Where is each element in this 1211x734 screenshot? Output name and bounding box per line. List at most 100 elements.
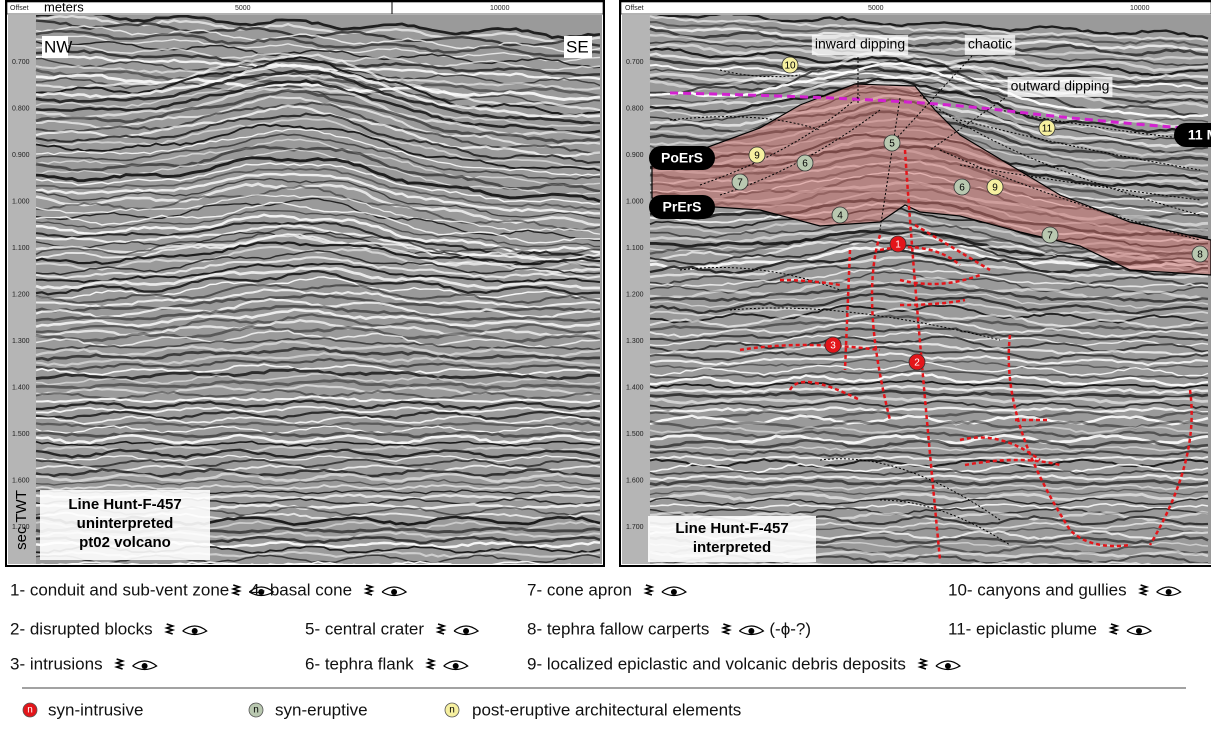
reflector — [35, 337, 601, 351]
category-label: syn-eruptive — [275, 700, 368, 719]
reflector — [649, 68, 1209, 94]
reflector — [35, 184, 601, 232]
eye-icon — [191, 628, 198, 634]
edge-strip — [622, 15, 650, 564]
caption-box — [40, 490, 210, 560]
reflector — [649, 56, 1209, 85]
reflector — [35, 318, 601, 338]
depth-tick: 0.900 — [12, 152, 30, 159]
reflector — [35, 133, 601, 180]
offset-strip — [6, 1, 604, 15]
marker-label: 2 — [914, 358, 920, 369]
reflector — [35, 25, 601, 53]
legend-item: 3- intrusions — [10, 654, 103, 673]
reflector — [649, 292, 1209, 315]
depth-tick: 1.200 — [12, 291, 30, 298]
depth-tick: 1.000 — [12, 198, 30, 205]
reflector — [649, 425, 1209, 434]
legend-item: 8- tephra fallow carperts — [527, 619, 709, 638]
depth-tick: 1.300 — [12, 338, 30, 345]
reflector — [649, 384, 1209, 395]
well-note: (-ϕ-?) — [769, 619, 811, 638]
eye-icon — [443, 660, 469, 671]
reflector — [35, 172, 600, 215]
reflector — [649, 469, 1209, 476]
eye-icon — [381, 586, 408, 597]
reflector — [35, 440, 601, 448]
marker-label: 7 — [1047, 231, 1053, 242]
depth-tick: 1.300 — [626, 338, 644, 345]
seismic-icon — [643, 584, 655, 596]
reflector — [35, 156, 601, 203]
legend-item: 11- epiclastic plume — [948, 619, 1097, 638]
reflector — [649, 52, 1209, 80]
annotation-box — [1007, 77, 1113, 97]
reflector — [35, 464, 601, 473]
category-marker — [248, 702, 264, 718]
annotation-box — [964, 35, 1016, 55]
category-symbol: n — [27, 705, 33, 716]
offset-tick: 10000 — [1130, 5, 1150, 12]
reflector — [649, 84, 1209, 138]
reflector — [35, 478, 601, 487]
intrusion-line — [739, 343, 881, 352]
reflector — [36, 395, 601, 404]
marker-label: 9 — [754, 151, 760, 162]
reflector — [649, 27, 1209, 57]
reflector — [649, 276, 1208, 300]
reflector — [35, 421, 601, 429]
reflector — [35, 167, 601, 211]
intrusion-line — [843, 249, 852, 371]
reflector — [649, 395, 1209, 405]
reflector — [649, 282, 1209, 303]
reflector — [36, 213, 601, 254]
horizon-line — [919, 94, 1201, 216]
reflector — [649, 50, 1209, 110]
eye-icon — [738, 625, 765, 636]
reflector — [649, 15, 1209, 42]
label-box — [42, 36, 68, 58]
reflector — [35, 112, 601, 165]
marker-label: 11 — [1042, 124, 1053, 135]
annotation: inward dipping — [815, 36, 905, 52]
reflector — [35, 256, 601, 280]
reflector — [649, 326, 1209, 343]
eye-icon — [132, 660, 158, 671]
intrusion-line — [899, 298, 966, 307]
reflector — [35, 363, 601, 376]
reflector — [649, 352, 1209, 367]
overlay: Offset meters 5000 10000 Offset 5000 10000 0.70… — [6, 0, 1211, 562]
reflector — [649, 260, 1209, 286]
panel-frame — [619, 0, 1211, 567]
marker — [986, 178, 1004, 196]
depth-axis-title: sec TWT — [13, 490, 30, 550]
reflector — [35, 357, 601, 371]
horizon-line — [679, 267, 841, 291]
legend-item: 7- cone apron — [527, 580, 632, 599]
reflector — [649, 462, 1209, 474]
reflector — [35, 227, 601, 257]
reflector — [35, 76, 601, 107]
reflector — [35, 249, 601, 276]
eye-icon — [452, 663, 459, 669]
seismic-icon — [1138, 584, 1150, 596]
seismic-icon — [230, 584, 242, 596]
depth-tick: 1.600 — [626, 477, 644, 484]
horizon-line — [879, 499, 1011, 546]
reflector — [35, 245, 601, 271]
legend-item: 10- canyons and gullies — [948, 580, 1127, 599]
marker — [824, 336, 842, 354]
depth-tick: 1.500 — [12, 431, 30, 438]
marker — [883, 134, 901, 152]
horizon-line — [939, 149, 1201, 241]
reflector — [35, 128, 601, 177]
reflector — [35, 233, 601, 261]
horizon-label: 11 Ma — [1188, 127, 1211, 143]
reflector — [649, 438, 1209, 450]
reflector — [35, 162, 601, 205]
reflector — [35, 95, 601, 149]
depth-tick: 1.100 — [626, 245, 644, 252]
caption: uninterpreted — [77, 515, 174, 532]
intrusion-line — [879, 245, 961, 266]
marker — [908, 353, 926, 371]
